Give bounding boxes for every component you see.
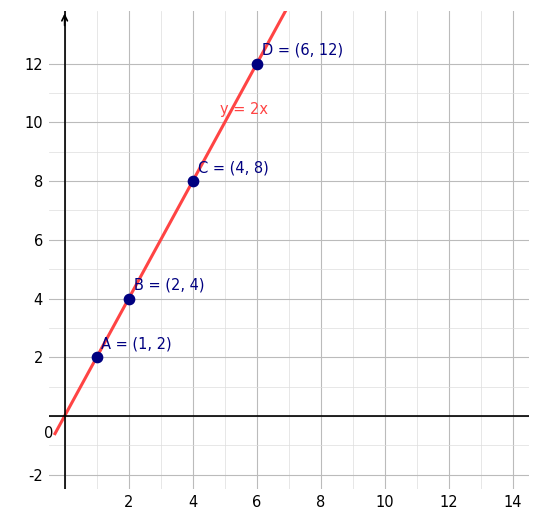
Text: 0: 0	[44, 426, 53, 441]
Text: A = (1, 2): A = (1, 2)	[100, 336, 171, 351]
Text: y = 2x: y = 2x	[220, 102, 268, 117]
Point	[253, 59, 261, 68]
Text: C = (4, 8): C = (4, 8)	[198, 160, 268, 175]
Text: B = (2, 4): B = (2, 4)	[133, 278, 204, 293]
Point	[92, 353, 101, 362]
Point	[188, 177, 197, 185]
Text: D = (6, 12): D = (6, 12)	[262, 43, 343, 57]
Point	[124, 294, 133, 303]
